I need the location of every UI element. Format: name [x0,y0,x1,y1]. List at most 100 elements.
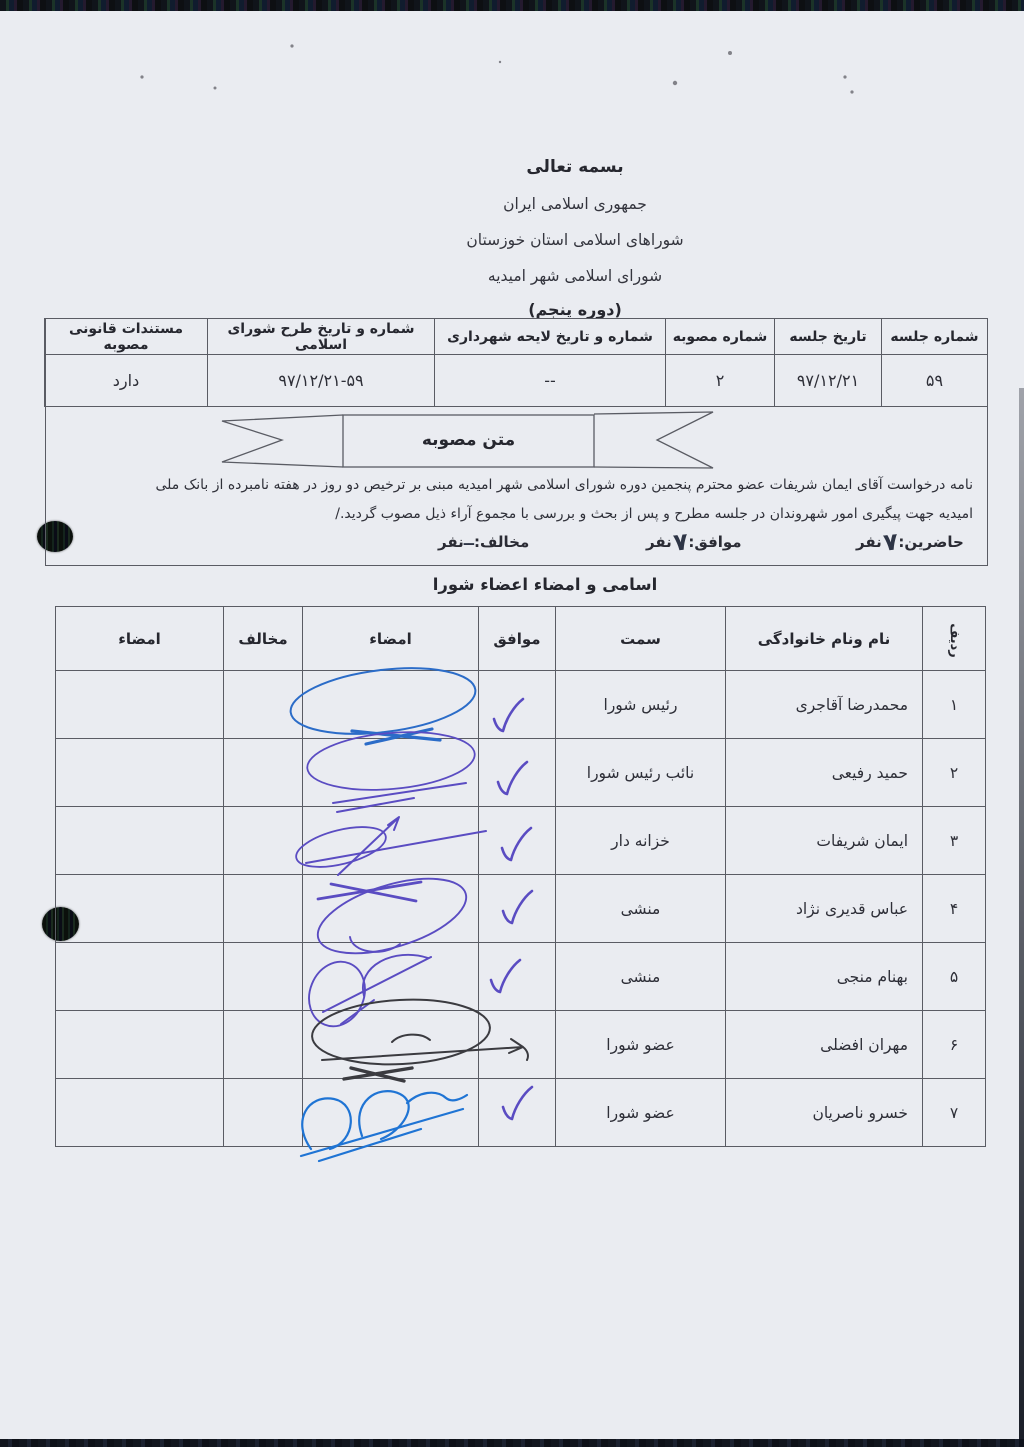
resolution-text: نامه درخواست آقای ایمان شریفات عضو محترم… [58,471,973,529]
info-header-row: شماره جلسه تاریخ جلسه شماره مصوبه شماره … [44,318,988,355]
header-name: نام ونام خانوادگی [725,606,923,671]
row-no-vertical-label: ردیف [946,622,962,658]
header-session-date: تاریخ جلسه [774,318,882,355]
cell-agree [478,806,556,875]
cell-agree [478,1078,556,1147]
cell-name: بهنام منجی [725,942,923,1011]
cell-signature-2 [55,670,224,739]
cell-signature [302,1010,479,1079]
cell-opposed [223,738,303,807]
cell-agree [478,942,556,1011]
cell-row-no: ۴ [922,874,986,943]
ribbon-shape [221,411,714,469]
header-signature: امضاء [302,606,479,671]
member-row: ۱ محمدرضا آقاجری رئیس شورا [55,670,986,739]
term-line: (دوره پنجم) [528,300,622,319]
cell-name: محمدرضا آقاجری [725,670,923,739]
cell-signature-2 [55,806,224,875]
cell-agree [478,738,556,807]
cell-signature-2 [55,874,224,943]
member-row: ۶ مهران افضلی عضو شورا [55,1010,986,1079]
banner-title: متن مصوبه [421,430,516,450]
country-line: جمهوری اسلامی ایران [503,195,647,213]
cell-row-no: ۲ [922,738,986,807]
attendance-present: حاضرین:۷نفر [856,527,964,557]
council-line: شورای اسلامی شهر امیدیه [487,267,663,285]
attendance-line: حاضرین:۷نفر موافق:۷نفر مخالف:ــنفر [46,527,987,565]
cell-signature-2 [55,942,224,1011]
member-row: ۴ عباس قدیری نژاد منشی [55,874,986,943]
cell-name: عباس قدیری نژاد [725,874,923,943]
cell-name: خسرو ناصریان [725,1078,923,1147]
scanner-edge-bottom [0,1439,1024,1447]
resolution-box: شماره جلسه تاریخ جلسه شماره مصوبه شماره … [44,318,988,566]
member-row: ۷ خسرو ناصریان عضو شورا [55,1078,986,1147]
cell-position: خزانه دار [555,806,726,875]
opposed-label: مخالف: [474,533,530,551]
cell-position: عضو شورا [555,1078,726,1147]
agree-unit: نفر [646,533,672,551]
value-council-plan: ۹۷/۱۲/۲۱-۵۹ [207,354,435,407]
cell-signature-2 [55,1078,224,1147]
cell-name: ایمان شریفات [725,806,923,875]
scanner-edge-top [0,0,1024,11]
session-info-table: شماره جلسه تاریخ جلسه شماره مصوبه شماره … [44,318,988,407]
cell-signature [302,670,479,739]
cell-position: عضو شورا [555,1010,726,1079]
header-legal-docs: مستندات قانونی مصوبه [44,318,208,355]
resolution-line-2: امیدیه جهت پیگیری امور شهروندان در جلسه … [335,506,973,522]
session-date-text: ۹۷/۱۲/۲۱ [796,371,860,390]
header-row-no: ردیف [922,606,986,671]
opposed-unit: نفر [438,533,464,551]
cell-row-no: ۱ [922,670,986,739]
header-session-no: شماره جلسه [881,318,988,355]
scan-noise-specks [140,44,854,94]
handwritten-agree-count: ۷ [671,527,690,557]
header-opposed: مخالف [223,606,303,671]
member-row: ۲ حمید رفیعی نائب رئیس شورا [55,738,986,807]
attendance-agree: موافق:۷نفر [646,527,742,557]
cell-row-no: ۶ [922,1010,986,1079]
hole-punch-top [37,521,73,552]
councils-org-line: شوراهای اسلامی استان خوزستان [466,231,684,249]
header-signature-2: امضاء [55,606,224,671]
header-agree: موافق [478,606,556,671]
resolution-banner: متن مصوبه [219,411,716,471]
cell-name: مهران افضلی [725,1010,923,1079]
cell-signature [302,1078,479,1147]
attendance-opposed: مخالف:ــنفر [438,531,530,551]
value-resolution-no: ۲ [665,354,775,407]
cell-position: نائب رئیس شورا [555,738,726,807]
cell-opposed [223,1010,303,1079]
agree-label: موافق: [688,533,742,551]
members-header-row: ردیف نام ونام خانوادگی سمت موافق امضاء م… [55,606,986,671]
cell-position: منشی [555,874,726,943]
header-council-plan: شماره و تاریخ طرح شورای اسلامی [207,318,435,355]
member-row: ۵ بهنام منجی منشی [55,942,986,1011]
cell-signature-2 [55,738,224,807]
value-session-date: ۹۷/۱۲/۲۱ [774,354,882,407]
cell-position: منشی [555,942,726,1011]
council-plan-text: ۹۷/۱۲/۲۱-۵۹ [278,371,364,390]
resolution-line-1: نامه درخواست آقای ایمان شریفات عضو محترم… [155,477,973,493]
info-value-row: ۵۹ ۹۷/۱۲/۲۱ ۲ -- ۹۷/۱۲/۲۱-۵۹ دارد [44,354,988,407]
cell-row-no: ۷ [922,1078,986,1147]
value-session-no: ۵۹ [881,354,988,407]
cell-position: رئیس شورا [555,670,726,739]
cell-signature [302,806,479,875]
cell-agree [478,1010,556,1079]
present-unit: نفر [856,533,882,551]
cell-signature-2 [55,1010,224,1079]
handwritten-opposed-dash: ــ [463,531,475,549]
cell-signature [302,738,479,807]
cell-signature [302,942,479,1011]
handwritten-present-count: ۷ [881,527,900,557]
cell-row-no: ۳ [922,806,986,875]
cell-row-no: ۵ [922,942,986,1011]
letterhead: بسمه تعالی جمهوری اسلامی ایران شوراهای ا… [63,149,1024,325]
cell-opposed [223,942,303,1011]
member-row: ۳ ایمان شریفات خزانه دار [55,806,986,875]
value-legal-docs: دارد [44,354,208,407]
header-position: سمت [555,606,726,671]
